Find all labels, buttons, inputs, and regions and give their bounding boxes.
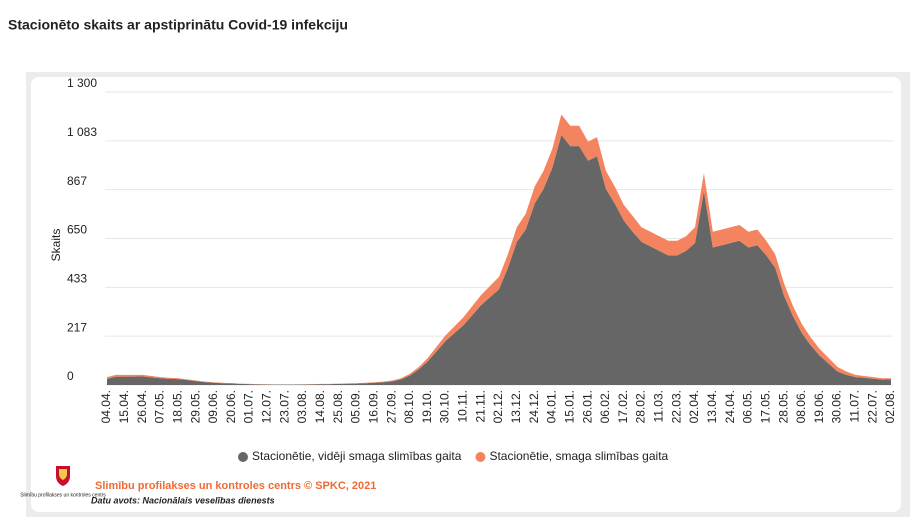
x-tick-label: 30.06. — [830, 390, 844, 423]
y-axis-label: Skaits — [49, 229, 63, 262]
x-tick-label: 13.04. — [705, 390, 719, 423]
x-tick-label: 03.08. — [295, 390, 309, 423]
x-tick-label: 17.02. — [616, 390, 630, 423]
x-tick-label: 05.09. — [349, 390, 363, 423]
x-tick-label: 07.05. — [153, 390, 167, 423]
area — [107, 134, 891, 385]
x-tick-label: 06.05. — [741, 390, 755, 423]
x-tick-label: 02.12. — [491, 390, 505, 423]
x-tick-label: 24.12. — [527, 390, 541, 423]
x-tick-label: 22.07. — [865, 390, 879, 423]
y-tick-label: 650 — [67, 223, 87, 237]
x-tick-label: 11.03. — [652, 390, 666, 422]
y-tick-label: 0 — [67, 369, 74, 383]
x-tick-label: 15.04. — [117, 390, 131, 423]
card — [31, 77, 901, 512]
x-tick-label: 09.06. — [206, 390, 220, 423]
x-tick-label: 19.06. — [812, 390, 826, 423]
y-tick-label: 1 300 — [67, 76, 97, 90]
x-tick-label: 25.08. — [331, 390, 345, 423]
legend-label: Stacionētie, vidēji smaga slimības gaita — [252, 449, 462, 463]
x-tick-label: 27.09. — [384, 390, 398, 423]
y-tick-label: 433 — [67, 272, 87, 286]
source: Slimību profilakses un kontroles centrs … — [95, 480, 376, 492]
y-tick-label: 867 — [67, 174, 87, 188]
legend-marker — [238, 452, 248, 462]
logo-inner — [59, 469, 67, 480]
logo-text: Slimību profilakses un kontroles centrs — [20, 492, 106, 498]
x-tick-label: 10.11. — [456, 390, 470, 422]
x-tick-label: 26.01. — [580, 390, 594, 423]
x-tick-label: 26.04. — [135, 390, 149, 423]
x-tick-label: 11.07. — [848, 390, 862, 422]
x-tick-label: 06.02. — [598, 390, 612, 423]
x-tick-label: 14.08. — [313, 390, 327, 423]
x-tick-label: 19.10. — [420, 390, 434, 423]
legend-marker — [475, 452, 486, 462]
x-tick-label: 04.01. — [545, 390, 559, 423]
x-tick-label: 16.09. — [366, 390, 380, 423]
x-tick-label: 02.08. — [883, 390, 897, 423]
logo — [56, 466, 70, 486]
x-tick-label: 01.07. — [242, 390, 256, 423]
x-tick-label: 24.04. — [723, 390, 737, 423]
x-tick-label: 13.12. — [509, 390, 523, 423]
x-tick-label: 04.04. — [99, 390, 113, 423]
x-tick-label: 30.10. — [438, 390, 452, 423]
x-tick-label: 28.05. — [776, 390, 790, 423]
x-tick-label: 21.11. — [473, 390, 487, 422]
x-tick-label: 12.07. — [260, 390, 274, 423]
chart-title: Stacionēto skaits ar apstiprinātu Covid-… — [8, 17, 348, 33]
x-tick-label: 08.10. — [402, 390, 416, 423]
x-tick-label: 02.04. — [687, 390, 701, 423]
x-tick-label: 20.06. — [224, 390, 238, 423]
x-tick-label: 28.02. — [634, 390, 648, 423]
legend-label: Stacionētie, smaga slimības gaita — [489, 449, 668, 463]
x-tick-label: 15.01. — [562, 390, 576, 423]
x-tick-label: 08.06. — [794, 390, 808, 423]
data-source: Datu avots: Nacionālais veselības dienes… — [91, 495, 275, 505]
y-tick-label: 1 083 — [67, 125, 97, 139]
x-tick-label: 17.05. — [758, 390, 772, 423]
x-tick-label: 29.05. — [188, 390, 202, 423]
x-tick-label: 22.03. — [669, 390, 683, 423]
x-tick-label: 23.07. — [277, 390, 291, 423]
x-tick-label: 18.05. — [170, 390, 184, 423]
y-tick-label: 217 — [67, 320, 87, 334]
